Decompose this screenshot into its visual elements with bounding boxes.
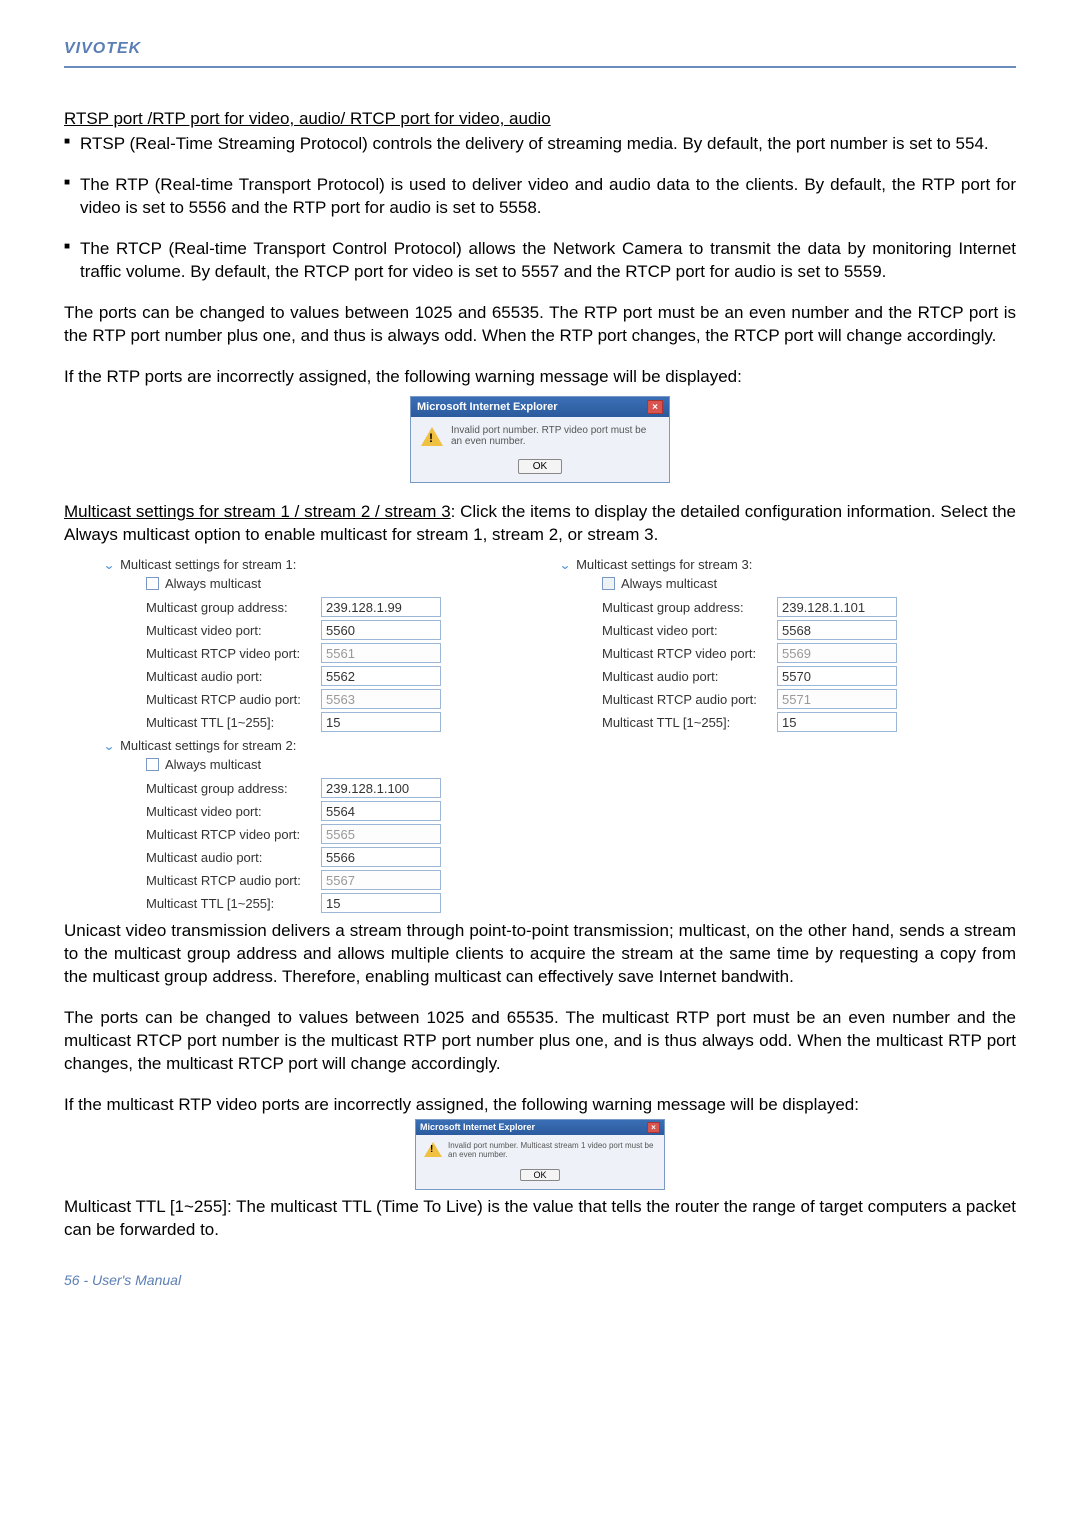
warning-dialog-1: Microsoft Internet Explorer × Invalid po… [410,396,670,483]
field-label: Multicast RTCP audio port: [146,873,321,888]
field-label: Multicast video port: [146,804,321,819]
field-label: Multicast group address: [146,600,321,615]
multicast-group-input[interactable] [321,597,441,617]
field-label: Multicast video port: [146,623,321,638]
multicast-ttl-input[interactable] [777,712,897,732]
section1-title: RTSP port /RTP port for video, audio/ RT… [64,108,1016,131]
multicast-video-port-input[interactable] [777,620,897,640]
multicast-video-port-input[interactable] [321,801,441,821]
multicast-rtcp-video-input [321,824,441,844]
multicast-audio-port-input[interactable] [321,847,441,867]
dialog-message: Invalid port number. Multicast stream 1 … [448,1141,656,1159]
always-multicast-label: Always multicast [165,576,261,591]
dialog-title: Microsoft Internet Explorer [420,1122,535,1132]
field-label: Multicast TTL [1~255]: [146,896,321,911]
multicast-video-port-input[interactable] [321,620,441,640]
dialog-title: Microsoft Internet Explorer [417,401,558,413]
field-label: Multicast TTL [1~255]: [146,715,321,730]
page-footer: 56 - User's Manual [64,1272,1016,1288]
warning-icon [421,427,443,446]
close-icon[interactable]: × [647,400,663,414]
section3-para2: The ports can be changed to values betwe… [64,1007,1016,1076]
warning-dialog-2: Microsoft Internet Explorer × Invalid po… [415,1119,665,1190]
bullet-item: The RTCP (Real-time Transport Control Pr… [64,238,1016,284]
section3-para1: Unicast video transmission delivers a st… [64,920,1016,989]
multicast-rtcp-audio-input [777,689,897,709]
always-multicast-label: Always multicast [165,757,261,772]
warning-icon [424,1142,442,1157]
section1-para1: The ports can be changed to values betwe… [64,302,1016,348]
multicast-audio-port-input[interactable] [321,666,441,686]
bullet-item: RTSP (Real-Time Streaming Protocol) cont… [64,133,1016,156]
stream1-header[interactable]: ⌄ Multicast settings for stream 1: [104,557,520,572]
field-label: Multicast TTL [1~255]: [602,715,777,730]
multicast-rtcp-audio-input [321,689,441,709]
field-label: Multicast audio port: [146,850,321,865]
field-label: Multicast RTCP audio port: [146,692,321,707]
field-label: Multicast RTCP video port: [146,827,321,842]
close-icon[interactable]: × [647,1122,660,1133]
section1-bullets: RTSP (Real-Time Streaming Protocol) cont… [64,133,1016,284]
stream-head-label: Multicast settings for stream 1: [120,557,296,572]
ok-button[interactable]: OK [520,1169,559,1181]
multicast-group-input[interactable] [777,597,897,617]
header-rule [64,66,1016,68]
section1-para2: If the RTP ports are incorrectly assigne… [64,366,1016,389]
stream-head-label: Multicast settings for stream 2: [120,738,296,753]
brand-header: VIVOTEK [64,40,1016,66]
multicast-ttl-input[interactable] [321,712,441,732]
multicast-group-input[interactable] [321,778,441,798]
multicast-ttl-input[interactable] [321,893,441,913]
dialog-message: Invalid port number. RTP video port must… [451,425,659,447]
ok-button[interactable]: OK [518,459,562,474]
always-multicast-checkbox[interactable] [146,758,159,771]
always-multicast-checkbox[interactable] [146,577,159,590]
multicast-rtcp-video-input [777,643,897,663]
stream-head-label: Multicast settings for stream 3: [576,557,752,572]
chevron-down-icon: ⌄ [559,558,571,572]
multicast-audio-port-input[interactable] [777,666,897,686]
section4-para: Multicast TTL [1~255]: The multicast TTL… [64,1196,1016,1242]
field-label: Multicast audio port: [602,669,777,684]
section3-para3: If the multicast RTP video ports are inc… [64,1094,1016,1117]
field-label: Multicast RTCP video port: [602,646,777,661]
section2-intro: Multicast settings for stream 1 / stream… [64,501,1016,547]
field-label: Multicast group address: [602,600,777,615]
stream3-header[interactable]: ⌄ Multicast settings for stream 3: [560,557,1016,572]
chevron-down-icon: ⌄ [103,739,115,753]
section2-title-underline: Multicast settings for stream 1 / stream… [64,502,451,521]
always-multicast-checkbox[interactable] [602,577,615,590]
multicast-rtcp-audio-input [321,870,441,890]
field-label: Multicast video port: [602,623,777,638]
multicast-settings-panel: ⌄ Multicast settings for stream 1: Alway… [64,553,1016,916]
bullet-item: The RTP (Real-time Transport Protocol) i… [64,174,1016,220]
stream2-header[interactable]: ⌄ Multicast settings for stream 2: [104,738,520,753]
chevron-down-icon: ⌄ [103,558,115,572]
field-label: Multicast group address: [146,781,321,796]
multicast-rtcp-video-input [321,643,441,663]
field-label: Multicast RTCP video port: [146,646,321,661]
field-label: Multicast audio port: [146,669,321,684]
field-label: Multicast RTCP audio port: [602,692,777,707]
always-multicast-label: Always multicast [621,576,717,591]
